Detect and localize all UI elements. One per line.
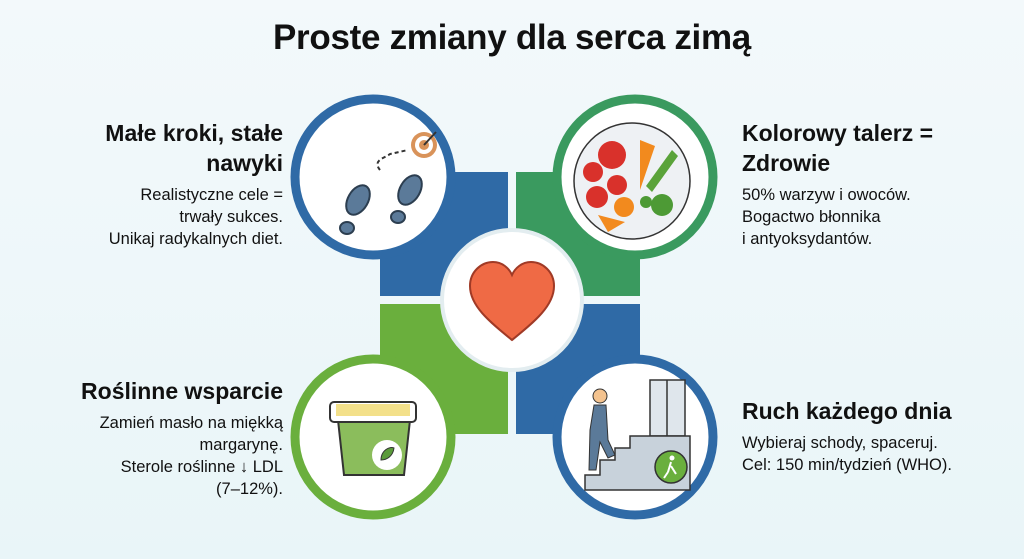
section-text: Realistyczne cele = trwały sukces. Unika… bbox=[23, 184, 283, 250]
section-small-steps: Małe kroki, stałe nawyki Realistyczne ce… bbox=[23, 118, 283, 250]
section-text: Wybieraj schody, spaceruj. Cel: 150 min/… bbox=[742, 432, 1022, 476]
text-line: i antyoksydantów. bbox=[742, 230, 873, 248]
circle-small-steps bbox=[290, 94, 456, 260]
stairs-walking-icon bbox=[584, 379, 691, 491]
vegetable-plate-icon bbox=[573, 122, 691, 240]
text-line: trwały sukces. bbox=[179, 208, 283, 226]
section-plant-support: Roślinne wsparcie Zamień masło na miękką… bbox=[3, 376, 283, 500]
section-text: 50% warzyw i owoców. Bogactwo błonnika i… bbox=[742, 184, 1012, 250]
text-line: Bogactwo błonnika bbox=[742, 208, 881, 226]
text-line: Cel: 150 min/tydzień (WHO). bbox=[742, 456, 952, 474]
text-line: Wybieraj schody, spaceruj. bbox=[742, 434, 938, 452]
text-line: Zamień masło na miękką bbox=[99, 414, 283, 432]
section-daily-movement: Ruch każdego dnia Wybieraj schody, space… bbox=[742, 396, 1022, 476]
section-title: Małe kroki, stałe nawyki bbox=[105, 120, 283, 176]
margarine-tub-icon bbox=[329, 401, 417, 476]
text-line: Sterole roślinne ↓ LDL bbox=[120, 458, 283, 476]
footsteps-target-icon bbox=[339, 131, 437, 235]
section-text: Zamień masło na miękką margarynę. Sterol… bbox=[3, 412, 283, 500]
heart-icon bbox=[468, 260, 556, 342]
text-line: margarynę. bbox=[199, 436, 283, 454]
section-title: Kolorowy talerz = Zdrowie bbox=[742, 120, 934, 176]
section-title: Ruch każdego dnia bbox=[742, 398, 952, 424]
section-colorful-plate: Kolorowy talerz = Zdrowie 50% warzyw i o… bbox=[742, 118, 1012, 250]
center-heart-circle bbox=[440, 228, 584, 372]
text-line: Realistyczne cele = bbox=[140, 186, 283, 204]
text-line: 50% warzyw i owoców. bbox=[742, 186, 911, 204]
circle-plant-support bbox=[290, 354, 456, 520]
page-title: Proste zmiany dla serca zimą bbox=[273, 18, 751, 57]
text-line: Unikaj radykalnych diet. bbox=[108, 230, 283, 248]
circle-daily-movement bbox=[552, 354, 718, 520]
section-title: Roślinne wsparcie bbox=[81, 378, 283, 404]
circle-colorful-plate bbox=[552, 94, 718, 260]
text-line: (7–12%). bbox=[216, 480, 283, 498]
